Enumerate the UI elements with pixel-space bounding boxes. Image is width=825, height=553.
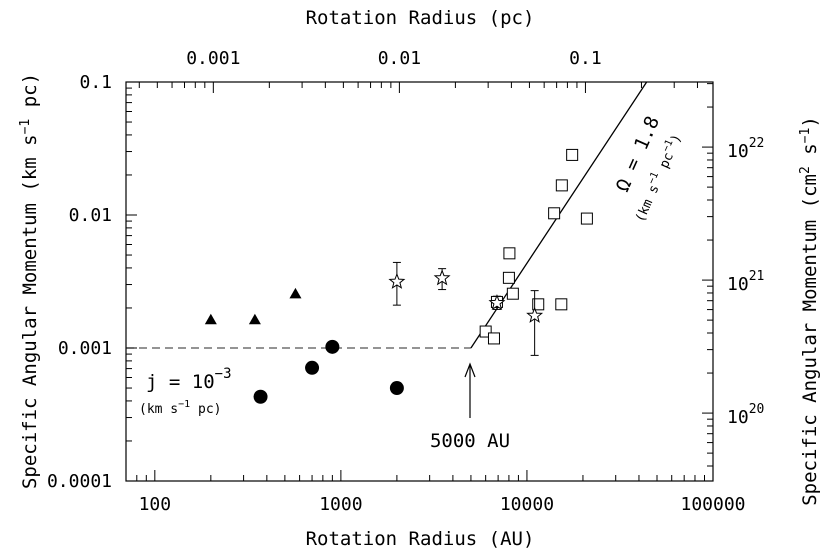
star-marker — [526, 306, 544, 323]
y-tick-label: 0.1 — [79, 72, 112, 93]
x-tick-label: 100000 — [680, 494, 745, 515]
y2-axis-title: Specific Angular Momentum (cm2 s−1) — [798, 116, 821, 506]
j-annotation: j = 10−3 — [146, 366, 232, 393]
y-axis-title-tail: pc) — [19, 73, 41, 119]
frame-layer — [125, 81, 714, 482]
y-axis-title: Specific Angular Momentum (km s−1 pc) — [18, 73, 41, 489]
y2-tick-label: 1022 — [727, 136, 764, 162]
fit-lines — [126, 81, 648, 349]
axis-ticks: 100 1000 10000 100000 0.001 0.01 0.1 0.0001 0.00… — [47, 48, 764, 515]
y-tick-label: 0.001 — [58, 338, 112, 359]
square-marker — [548, 207, 561, 220]
circle-marker — [389, 381, 404, 396]
x2-tick-label: 0.01 — [378, 48, 421, 69]
j-annotation-sup: −3 — [215, 366, 232, 382]
x-tick-label: 100 — [139, 494, 172, 515]
y2-tick-label: 1020 — [727, 402, 764, 428]
star-marker — [433, 269, 451, 286]
j-units-tail: pc) — [190, 402, 221, 417]
omega-units-mid: pc — [654, 150, 677, 178]
square-marker — [532, 298, 545, 311]
y2-axis-title-mid: s — [799, 143, 821, 166]
star-marker — [488, 294, 506, 311]
y2-tick-label: 1021 — [727, 269, 764, 295]
x2-tick-label: 0.001 — [186, 48, 240, 69]
y2-axis-title-sup2: −1 — [798, 128, 813, 144]
data-marks — [204, 148, 593, 404]
triangle-marker — [204, 313, 217, 325]
x-tick-label: 10000 — [500, 494, 554, 515]
square-marker — [566, 148, 579, 161]
square-marker — [580, 212, 593, 225]
square-marker — [555, 179, 568, 192]
y-axis-title-sup: −1 — [18, 119, 33, 135]
j-annotation-main: j = 10 — [146, 371, 215, 393]
omega-units-sup2: −1 — [661, 138, 676, 153]
y2-axis-title-tail: ) — [799, 116, 821, 127]
square-marker — [506, 287, 519, 300]
square-marker — [555, 298, 568, 311]
y2-tick-exp: 21 — [749, 269, 765, 284]
x2-axis-title: Rotation Radius (pc) — [306, 7, 535, 29]
x-tick-label: 1000 — [319, 494, 362, 515]
omega-units-main: (km s — [633, 183, 663, 225]
x-axis-title: Rotation Radius (AU) — [306, 528, 535, 550]
j-units-annotation: (km s−1 pc) — [139, 399, 222, 417]
square-marker — [479, 325, 492, 338]
y-tick-label: 0.01 — [69, 205, 112, 226]
x2-tick-label: 0.1 — [569, 48, 602, 69]
square-marker — [503, 247, 516, 260]
triangle-marker — [289, 287, 302, 299]
arrow-head — [464, 362, 476, 378]
j-units-main: (km s — [139, 402, 178, 417]
y2-tick-base: 10 — [727, 274, 749, 295]
y2-tick-base: 10 — [727, 407, 749, 428]
y2-tick-exp: 22 — [749, 136, 765, 151]
y2-tick-base: 10 — [727, 141, 749, 162]
triangle-marker — [248, 313, 261, 325]
circle-marker — [325, 339, 340, 354]
square-marker — [502, 271, 515, 284]
star-marker — [388, 272, 406, 289]
square-marker — [487, 332, 500, 345]
y2-axis-title-sup1: 2 — [798, 166, 813, 174]
y2-tick-exp: 20 — [749, 402, 765, 417]
j-units-sup: −1 — [178, 399, 190, 410]
circle-marker — [305, 360, 320, 375]
y-axis-title-main: Specific Angular Momentum (km s — [19, 134, 41, 489]
y2-axis-title-main: Specific Angular Momentum (cm — [799, 174, 821, 506]
arrow-label: 5000 AU — [430, 430, 510, 452]
plot-frame — [125, 81, 714, 482]
circle-marker — [253, 389, 268, 404]
y-tick-label: 0.0001 — [47, 471, 112, 492]
omega-units-sup: −1 — [646, 171, 661, 186]
